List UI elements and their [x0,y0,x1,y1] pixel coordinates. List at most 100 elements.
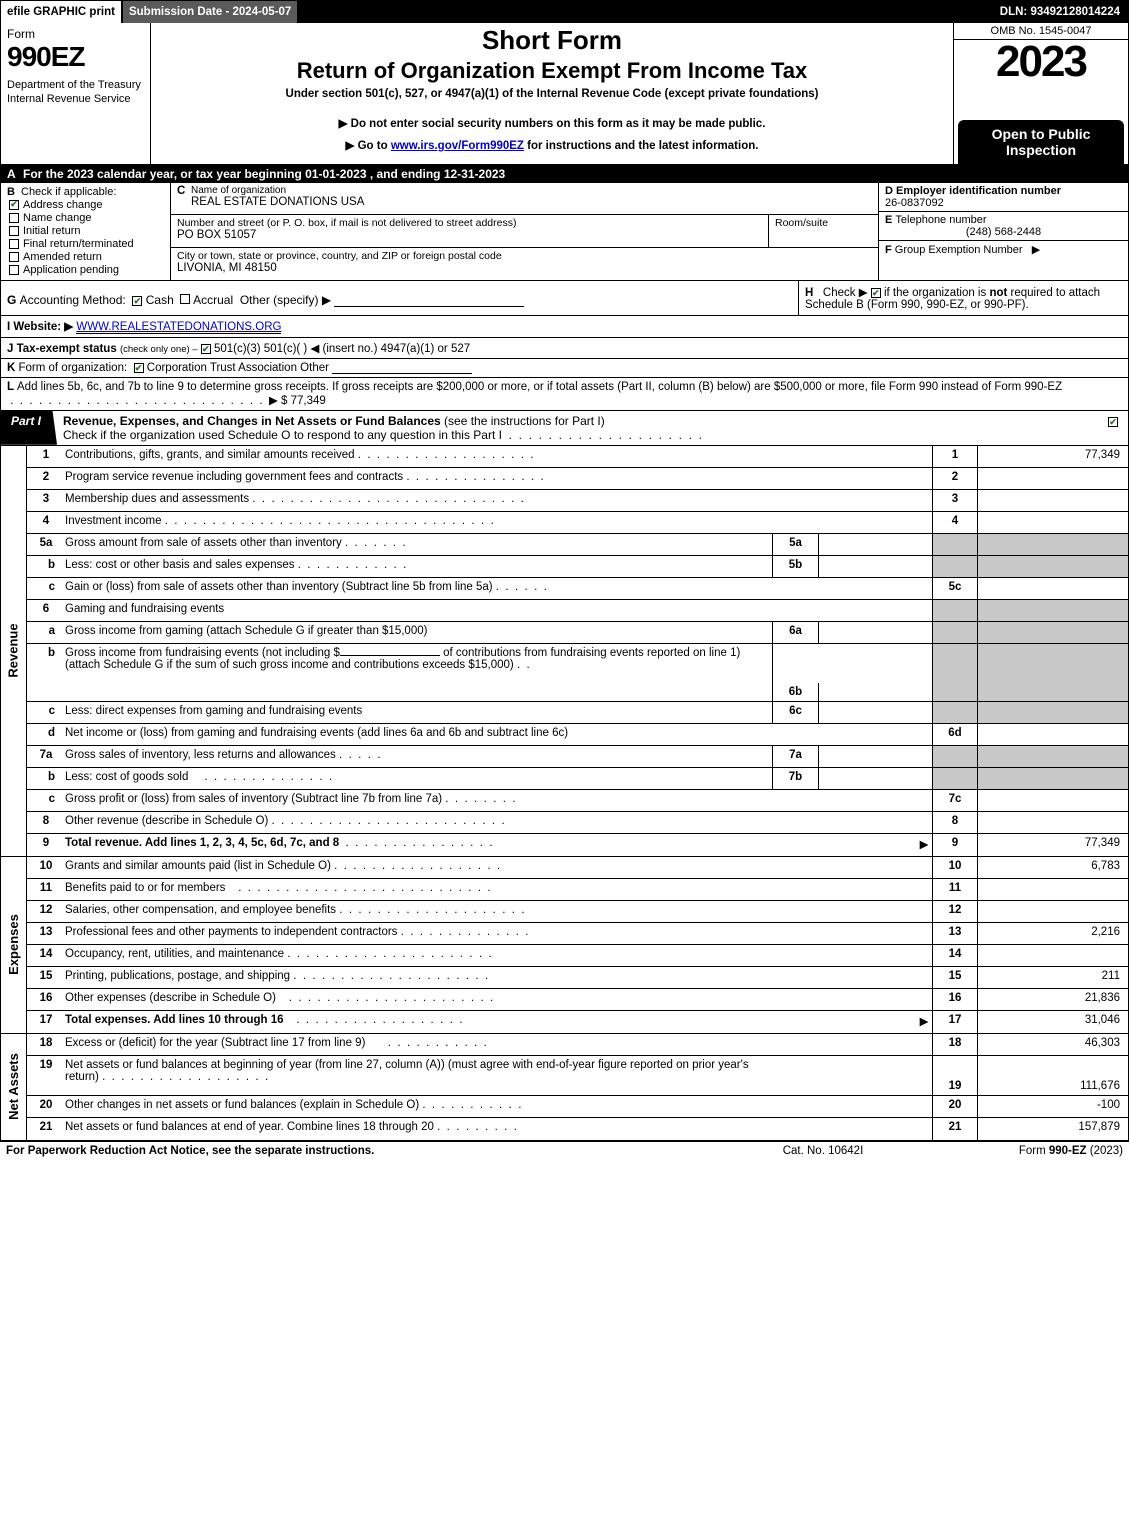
row-rnum: 19 [932,1056,978,1095]
org-address: PO BOX 51057 [177,229,762,241]
row-num: b [27,556,65,577]
letter-f: F [885,244,895,256]
row-desc: Program service revenue including govern… [65,468,932,489]
footer-right: Form 990-EZ (2023) [923,1145,1123,1157]
under-section-text: Under section 501(c), 527, or 4947(a)(1)… [159,88,945,100]
check-final-return[interactable] [9,239,19,249]
part-i-desc: Revenue, Expenses, and Changes in Net As… [57,411,1098,445]
part-i-paren: (see the instructions for Part I) [441,414,605,428]
inner-num: 6a [773,622,819,643]
row-desc: Salaries, other compensation, and employ… [65,901,932,922]
check-corporation[interactable]: ✔ [134,363,144,373]
row-rval: 77,349 [978,446,1128,467]
k-other-blank[interactable] [332,373,472,374]
row-num: 6 [27,600,65,621]
room-suite-label: Room/suite [768,215,878,248]
letter-a: A [7,167,23,181]
letter-l: L [7,381,17,393]
top-bar: efile GRAPHIC print Submission Date - 20… [1,1,1128,23]
row-desc: Net assets or fund balances at end of ye… [65,1118,932,1140]
row-rnum: 20 [932,1096,978,1117]
g-accrual: Accrual [193,293,233,307]
row-desc: Investment income . . . . . . . . . . . … [65,512,932,533]
row-desc: Gaming and fundraising events [65,600,932,621]
check-cash[interactable]: ✔ [132,296,142,306]
row-num: 8 [27,812,65,833]
row-rval: 157,879 [978,1118,1128,1140]
j-opts: 501(c)(3) 501(c)( ) ◀ (insert no.) 4947(… [211,343,470,355]
row-rnum [932,746,978,767]
footer-mid: Cat. No. 10642I [723,1145,923,1157]
header-notes: ▶ Do not enter social security numbers o… [159,114,945,158]
row-desc: Other changes in net assets or fund bala… [65,1096,932,1117]
website-link[interactable]: WWW.REALESTATEDONATIONS.ORG [76,321,281,333]
row-rnum: 11 [932,879,978,900]
inner-num: 6b [773,683,819,701]
letter-k: K [7,362,19,374]
row-desc: Other expenses (describe in Schedule O) … [65,989,932,1010]
check-part-i-scho[interactable]: ✔ [1108,417,1118,427]
inner-num: 7a [773,746,819,767]
check-initial-return[interactable] [9,226,19,236]
line-a: A For the 2023 calendar year, or tax yea… [1,165,1128,183]
row-num: 13 [27,923,65,944]
row-rnum: 4 [932,512,978,533]
letter-e: E [885,214,895,226]
row-rnum [932,768,978,789]
inner-val [819,622,932,643]
row-rval: 6,783 [978,857,1128,878]
row-rnum [932,600,978,621]
row-desc: Net assets or fund balances at beginning… [65,1056,932,1095]
i-label: Website: ▶ [13,321,73,333]
row-rnum: 1 [932,446,978,467]
row-rnum: 10 [932,857,978,878]
h-text2: if the organization is [884,287,989,299]
line-l: L Add lines 5b, 6c, and 7b to line 9 to … [1,378,1128,411]
section-c: C Name of organization REAL ESTATE DONAT… [171,183,878,280]
e-label: Telephone number [895,214,986,226]
check-name-change[interactable] [9,213,19,223]
row-rnum [932,702,978,723]
row-num: d [27,724,65,745]
row-num: a [27,622,65,643]
line-j: J Tax-exempt status (check only one) ‒ ✔… [1,338,1128,359]
row-desc: Membership dues and assessments . . . . … [65,490,932,511]
line-k: K Form of organization: ✔ Corporation Tr… [1,359,1128,378]
row-rval: 21,836 [978,989,1128,1010]
check-application-pending[interactable] [9,265,19,275]
row-rval [978,578,1128,599]
irs-link[interactable]: www.irs.gov/Form990EZ [391,140,524,152]
row-desc: Less: cost of goods sold . . . . . . . .… [65,768,772,789]
line-a-text: For the 2023 calendar year, or tax year … [23,167,505,181]
b-item-2: Initial return [23,225,80,237]
check-h[interactable]: ✔ [871,288,881,298]
row-rnum [932,622,978,643]
row-rval: 111,676 [978,1056,1128,1095]
row-num: 19 [27,1056,65,1095]
check-accrual[interactable] [180,294,190,304]
check-501c3[interactable]: ✔ [201,344,211,354]
arrow-icon: ▶ [916,834,932,856]
topbar-spacer [299,1,991,23]
row-num: b [27,644,65,701]
row-rnum: 6d [932,724,978,745]
check-address-change[interactable]: ✔ [9,200,19,210]
g-other-blank[interactable] [334,306,524,307]
row-rnum: 13 [932,923,978,944]
row-num: 18 [27,1034,65,1055]
b-item-5: Application pending [23,264,119,276]
org-name: REAL ESTATE DONATIONS USA [191,196,364,208]
header-right: OMB No. 1545-0047 2023 Open to Public In… [953,23,1128,164]
part-i-title: Revenue, Expenses, and Changes in Net As… [63,414,441,428]
h-not: not [989,287,1007,299]
check-amended-return[interactable] [9,252,19,262]
row-num: 11 [27,879,65,900]
row-rnum [932,534,978,555]
revenue-section: Revenue 1Contributions, gifts, grants, a… [1,446,1128,857]
row-desc: Total revenue. Add lines 1, 2, 3, 4, 5c,… [65,834,916,856]
row-rnum: 2 [932,468,978,489]
row-rval [978,879,1128,900]
inner-num: 7b [773,768,819,789]
tax-year: 2023 [954,40,1128,84]
row-rval [978,746,1128,767]
